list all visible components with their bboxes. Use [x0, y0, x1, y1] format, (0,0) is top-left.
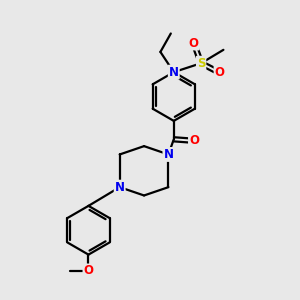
- Text: O: O: [189, 37, 199, 50]
- Text: O: O: [189, 134, 199, 147]
- Text: N: N: [115, 181, 125, 194]
- Text: S: S: [197, 57, 206, 70]
- Text: N: N: [164, 148, 173, 161]
- Text: N: N: [169, 66, 179, 79]
- Text: O: O: [83, 265, 94, 278]
- Text: O: O: [214, 66, 224, 79]
